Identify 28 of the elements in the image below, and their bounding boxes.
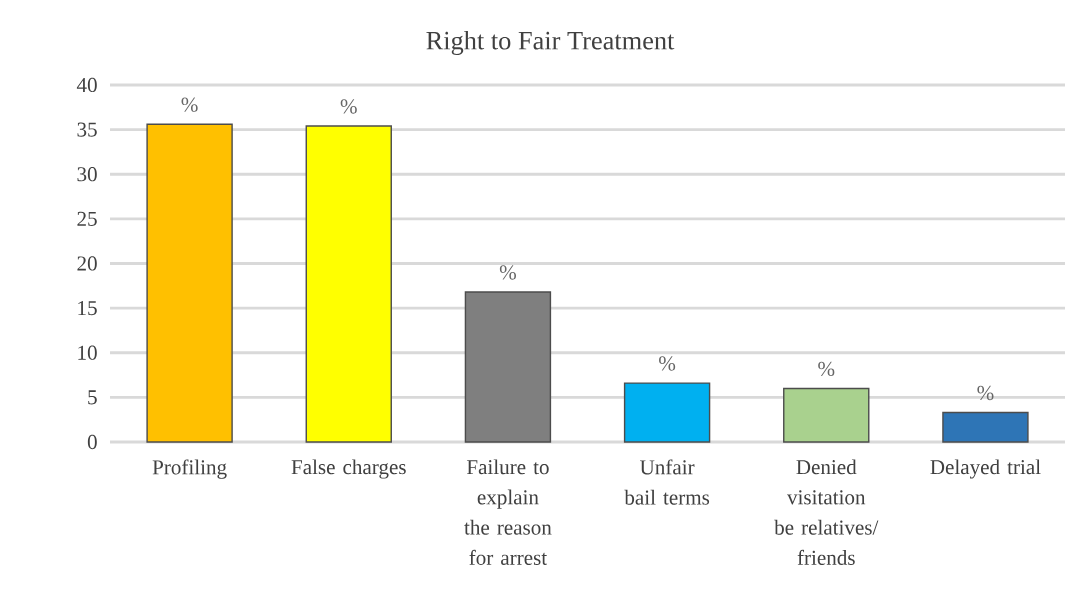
data-label: % [659, 356, 676, 371]
bar [623, 382, 711, 443]
y-tick-label: 25 [77, 211, 97, 226]
bar [305, 125, 392, 443]
x-tick-label: Unfair bail terms [624, 459, 710, 505]
y-tick-label: 10 [78, 345, 97, 360]
x-tick-label: Denied visitation be relatives/ friends [774, 459, 879, 565]
y-tick-label: 0 [87, 434, 97, 450]
bar [146, 123, 233, 443]
y-tick-label: 5 [88, 390, 97, 405]
bar [783, 387, 870, 443]
x-tick-label: Profiling [152, 459, 227, 479]
y-tick-label: 40 [76, 77, 97, 93]
y-tick-label: 30 [77, 167, 97, 182]
bar [464, 291, 552, 443]
data-label: % [977, 385, 994, 401]
x-tick-label: False charges [291, 459, 406, 479]
y-tick-label: 20 [77, 256, 97, 271]
x-tick-label: Delayed trial [930, 459, 1041, 479]
x-tick-label: Failure to explain the reason for arrest [464, 459, 552, 565]
data-label: % [340, 99, 357, 114]
chart-title: Right to Fair Treatment [426, 30, 675, 55]
y-tick-label: 35 [77, 122, 97, 137]
data-label: % [181, 97, 198, 112]
bar [942, 411, 1029, 443]
data-label: % [499, 265, 517, 280]
y-tick-label: 15 [78, 301, 97, 316]
data-label: % [818, 361, 835, 377]
